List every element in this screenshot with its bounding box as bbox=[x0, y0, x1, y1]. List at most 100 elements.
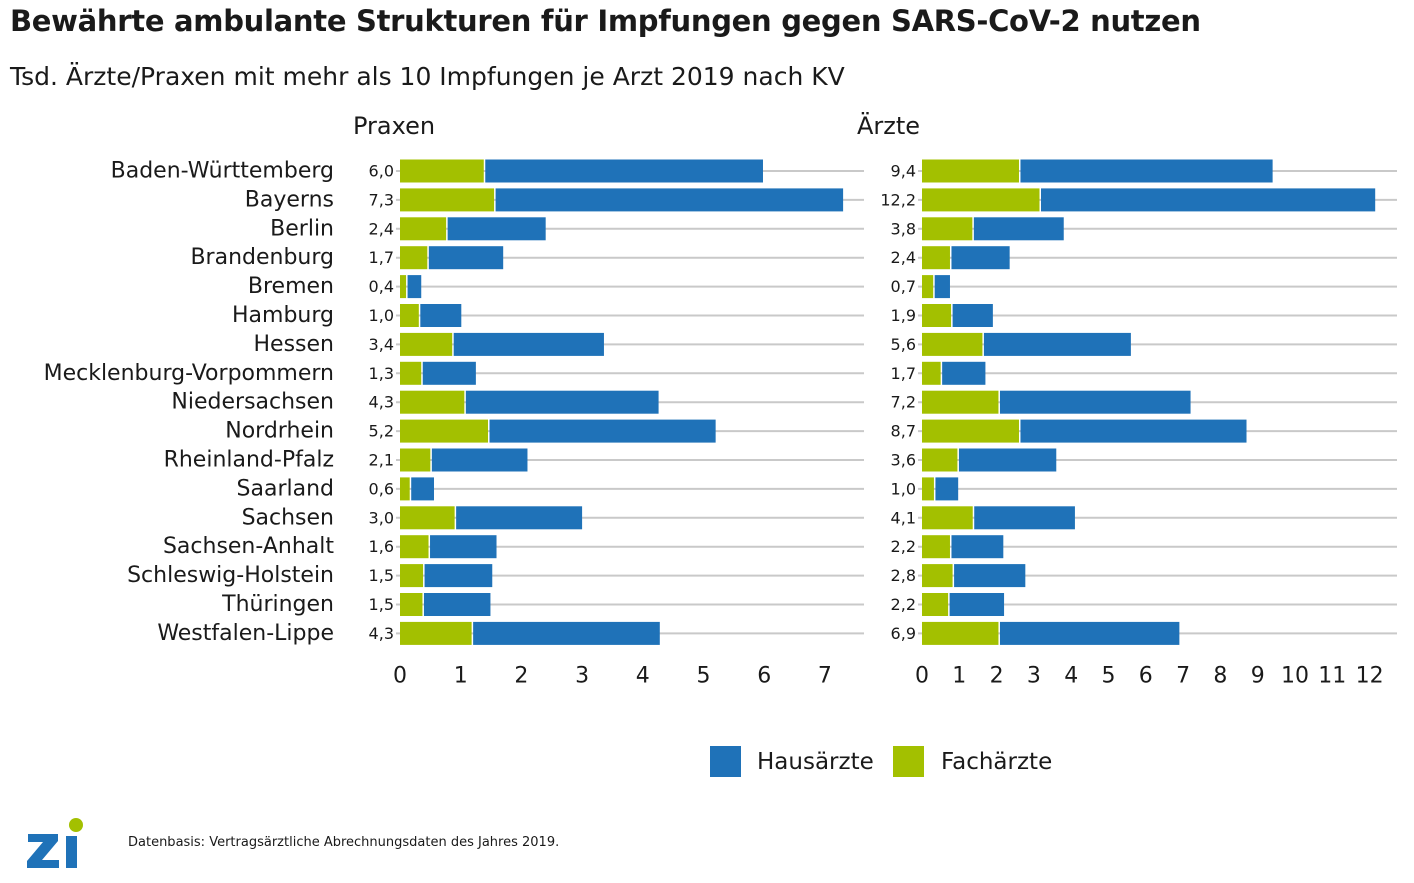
total-label-bg bbox=[364, 421, 396, 442]
x-tick-label: 6 bbox=[757, 664, 771, 689]
bar-hausaerzte bbox=[958, 448, 1057, 472]
x-tick-label: 7 bbox=[1176, 664, 1190, 689]
total-value-label: 1,9 bbox=[891, 306, 916, 325]
category-label: Hessen bbox=[254, 332, 334, 357]
bar-hausaerzte bbox=[974, 506, 1075, 530]
total-label-bg bbox=[886, 392, 918, 413]
total-value-label: 3,0 bbox=[369, 508, 394, 527]
bar-fachaerzte bbox=[400, 275, 407, 299]
total-label-bg bbox=[364, 565, 396, 586]
bar-fachaerzte bbox=[400, 246, 428, 270]
bar-hausaerzte bbox=[422, 361, 476, 385]
total-value-label: 6,0 bbox=[369, 162, 394, 181]
total-value-label: 3,4 bbox=[369, 335, 394, 354]
category-label: Bayerns bbox=[245, 187, 334, 212]
x-tick-label: 5 bbox=[1102, 664, 1116, 689]
total-label-bg bbox=[364, 276, 396, 297]
bar-fachaerzte bbox=[400, 419, 489, 443]
total-value-label: 1,5 bbox=[369, 566, 394, 585]
bar-hausaerzte bbox=[430, 535, 497, 559]
bar-hausaerzte bbox=[428, 246, 504, 270]
category-label: Nordrhein bbox=[225, 419, 334, 444]
bar-hausaerzte bbox=[954, 564, 1026, 588]
total-label-bg bbox=[886, 623, 918, 644]
bar-fachaerzte bbox=[922, 217, 973, 241]
category-label: Niedersachsen bbox=[171, 390, 334, 415]
total-label-bg bbox=[364, 507, 396, 528]
category-label: Sachsen bbox=[242, 505, 334, 530]
bar-fachaerzte bbox=[922, 332, 983, 356]
total-value-label: 5,6 bbox=[891, 335, 916, 354]
x-tick-label: 0 bbox=[915, 664, 929, 689]
total-label-bg bbox=[364, 536, 396, 557]
total-label-bg bbox=[886, 276, 918, 297]
data-source-note: Datenbasis: Vertragsärztliche Abrechnung… bbox=[128, 835, 560, 850]
total-value-label: 12,2 bbox=[880, 190, 916, 209]
x-tick-label: 7 bbox=[818, 664, 832, 689]
bar-fachaerzte bbox=[400, 593, 423, 616]
total-label-bg bbox=[886, 594, 918, 615]
bar-fachaerzte bbox=[400, 159, 484, 183]
bar-fachaerzte bbox=[922, 564, 953, 588]
category-label: Bremen bbox=[248, 274, 334, 299]
legend-swatch-fachaerzte bbox=[893, 746, 924, 777]
bar-hausaerzte bbox=[411, 477, 434, 501]
bar-hausaerzte bbox=[456, 506, 583, 530]
category-label: Schleswig-Holstein bbox=[127, 563, 334, 588]
page-title: Bewährte ambulante Strukturen für Impfun… bbox=[10, 4, 1201, 38]
bar-hausaerzte bbox=[485, 159, 763, 183]
total-value-label: 7,3 bbox=[369, 190, 394, 209]
bar-hausaerzte bbox=[447, 217, 546, 241]
total-value-label: 6,9 bbox=[891, 624, 916, 643]
x-tick-label: 11 bbox=[1318, 664, 1346, 689]
total-value-label: 0,6 bbox=[369, 479, 394, 498]
bar-fachaerzte bbox=[400, 304, 419, 327]
total-value-label: 1,0 bbox=[369, 306, 394, 325]
total-label-bg bbox=[364, 218, 396, 239]
total-label-bg bbox=[886, 363, 918, 384]
bar-hausaerzte bbox=[983, 332, 1131, 356]
page-subtitle: Tsd. Ärzte/Praxen mit mehr als 10 Impfun… bbox=[10, 62, 845, 91]
category-label: Hamburg bbox=[232, 303, 334, 328]
legend-swatch-hausaerzte bbox=[710, 746, 741, 777]
category-label: Brandenburg bbox=[190, 245, 334, 270]
total-label-bg bbox=[886, 305, 918, 326]
bar-hausaerzte bbox=[473, 621, 660, 645]
total-label-bg bbox=[364, 478, 396, 499]
panel-title: Ärzte bbox=[857, 111, 920, 140]
bar-fachaerzte bbox=[400, 564, 424, 588]
total-label-bg bbox=[364, 334, 396, 355]
total-label-bg bbox=[364, 305, 396, 326]
bar-fachaerzte bbox=[922, 419, 1019, 443]
bar-fachaerzte bbox=[922, 593, 949, 616]
bar-hausaerzte bbox=[942, 361, 986, 385]
bar-hausaerzte bbox=[465, 390, 659, 414]
bar-fachaerzte bbox=[400, 332, 453, 356]
bar-hausaerzte bbox=[1020, 159, 1273, 183]
x-tick-label: 1 bbox=[952, 664, 966, 689]
total-value-label: 9,4 bbox=[891, 162, 916, 181]
total-label-bg bbox=[364, 623, 396, 644]
bar-fachaerzte bbox=[922, 506, 973, 530]
bar-fachaerzte bbox=[400, 477, 410, 501]
bar-fachaerzte bbox=[922, 448, 958, 472]
bar-fachaerzte bbox=[922, 621, 999, 645]
total-label-bg bbox=[886, 421, 918, 442]
total-value-label: 1,7 bbox=[891, 364, 916, 383]
total-value-label: 8,7 bbox=[891, 422, 916, 441]
bar-hausaerzte bbox=[999, 390, 1191, 414]
bar-hausaerzte bbox=[495, 188, 844, 212]
total-value-label: 5,2 bbox=[369, 422, 394, 441]
total-label-bg bbox=[886, 334, 918, 355]
total-value-label: 3,6 bbox=[891, 451, 916, 470]
bar-fachaerzte bbox=[400, 361, 422, 385]
x-tick-label: 3 bbox=[1027, 664, 1041, 689]
total-value-label: 2,2 bbox=[891, 595, 916, 614]
total-value-label: 0,4 bbox=[369, 277, 394, 296]
bar-hausaerzte bbox=[431, 448, 528, 472]
total-value-label: 4,1 bbox=[891, 508, 916, 527]
x-tick-label: 5 bbox=[697, 664, 711, 689]
x-tick-label: 0 bbox=[393, 664, 407, 689]
total-label-bg bbox=[886, 536, 918, 557]
total-label-bg bbox=[886, 565, 918, 586]
